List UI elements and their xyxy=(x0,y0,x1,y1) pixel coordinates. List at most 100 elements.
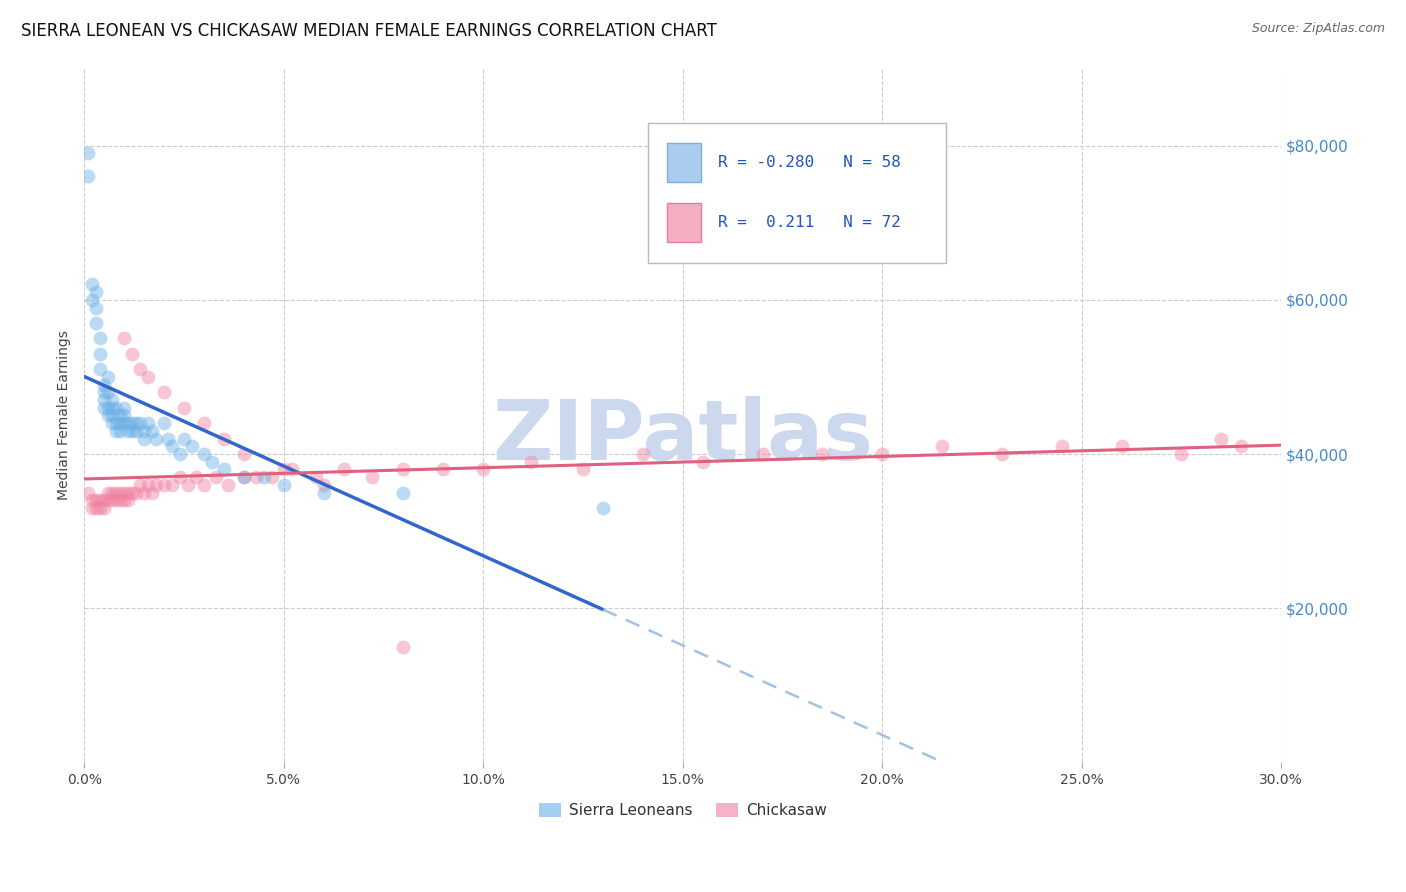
Point xyxy=(101,416,124,430)
Point xyxy=(136,478,159,492)
Point xyxy=(692,455,714,469)
Point xyxy=(112,416,135,430)
Point xyxy=(870,447,893,461)
Point xyxy=(86,285,108,299)
Point xyxy=(169,447,191,461)
Point xyxy=(97,370,120,384)
Point xyxy=(89,347,111,361)
Point xyxy=(360,470,382,484)
Point xyxy=(153,385,176,400)
Point xyxy=(86,301,108,315)
Point xyxy=(77,146,100,161)
Point xyxy=(193,416,215,430)
Point xyxy=(245,470,267,484)
Point xyxy=(472,462,495,476)
Point xyxy=(110,416,132,430)
Point xyxy=(141,485,163,500)
Point xyxy=(117,424,139,438)
Point xyxy=(160,439,183,453)
Point xyxy=(97,409,120,423)
Point xyxy=(129,416,152,430)
Point xyxy=(136,370,159,384)
Text: ZIPatlas: ZIPatlas xyxy=(492,396,873,477)
Point xyxy=(312,478,335,492)
Point xyxy=(520,455,543,469)
Point xyxy=(117,416,139,430)
Point xyxy=(232,447,254,461)
Point xyxy=(110,493,132,508)
Point xyxy=(273,462,295,476)
Point xyxy=(82,277,104,292)
Point xyxy=(193,447,215,461)
Point xyxy=(157,432,180,446)
Point xyxy=(134,432,156,446)
Point xyxy=(129,362,152,376)
Point xyxy=(93,377,115,392)
Point xyxy=(201,455,224,469)
Point xyxy=(121,424,143,438)
Point xyxy=(184,470,207,484)
Point xyxy=(217,478,239,492)
Point xyxy=(592,501,614,516)
Point xyxy=(751,447,773,461)
Point xyxy=(112,401,135,415)
Point xyxy=(392,462,415,476)
Point xyxy=(121,416,143,430)
Point xyxy=(97,493,120,508)
Point xyxy=(1230,439,1253,453)
Point xyxy=(169,470,191,484)
Point xyxy=(82,501,104,516)
Text: SIERRA LEONEAN VS CHICKASAW MEDIAN FEMALE EARNINGS CORRELATION CHART: SIERRA LEONEAN VS CHICKASAW MEDIAN FEMAL… xyxy=(21,22,717,40)
Point xyxy=(1111,439,1133,453)
Point xyxy=(1050,439,1073,453)
Point xyxy=(134,424,156,438)
Y-axis label: Median Female Earnings: Median Female Earnings xyxy=(58,331,72,500)
Text: Source: ZipAtlas.com: Source: ZipAtlas.com xyxy=(1251,22,1385,36)
Point xyxy=(77,169,100,184)
Point xyxy=(212,432,235,446)
Point xyxy=(312,485,335,500)
Point xyxy=(105,493,128,508)
Point xyxy=(97,385,120,400)
Point xyxy=(121,347,143,361)
Point xyxy=(173,401,195,415)
Point xyxy=(86,316,108,330)
Point xyxy=(232,470,254,484)
Point xyxy=(232,470,254,484)
Point xyxy=(121,485,143,500)
Point xyxy=(93,401,115,415)
Point xyxy=(160,478,183,492)
Point xyxy=(112,409,135,423)
Point xyxy=(93,392,115,407)
Point xyxy=(110,424,132,438)
Point xyxy=(105,485,128,500)
Point xyxy=(97,485,120,500)
Point xyxy=(141,424,163,438)
Point xyxy=(101,485,124,500)
Point xyxy=(93,493,115,508)
Point xyxy=(173,432,195,446)
Point xyxy=(110,409,132,423)
Point xyxy=(105,424,128,438)
Point xyxy=(86,493,108,508)
Point xyxy=(93,385,115,400)
Point xyxy=(89,331,111,345)
Point xyxy=(1170,447,1192,461)
Point xyxy=(89,493,111,508)
Point xyxy=(332,462,354,476)
Legend: Sierra Leoneans, Chickasaw: Sierra Leoneans, Chickasaw xyxy=(533,797,832,824)
Point xyxy=(281,462,304,476)
Point xyxy=(136,416,159,430)
Point xyxy=(117,493,139,508)
Point xyxy=(811,447,834,461)
Point xyxy=(105,416,128,430)
Point xyxy=(392,640,415,654)
Point xyxy=(112,331,135,345)
Point xyxy=(82,493,104,508)
Point xyxy=(86,501,108,516)
Point xyxy=(77,485,100,500)
Point xyxy=(253,470,276,484)
Text: R = -0.280   N = 58: R = -0.280 N = 58 xyxy=(717,155,900,170)
Point xyxy=(89,362,111,376)
Point xyxy=(212,462,235,476)
